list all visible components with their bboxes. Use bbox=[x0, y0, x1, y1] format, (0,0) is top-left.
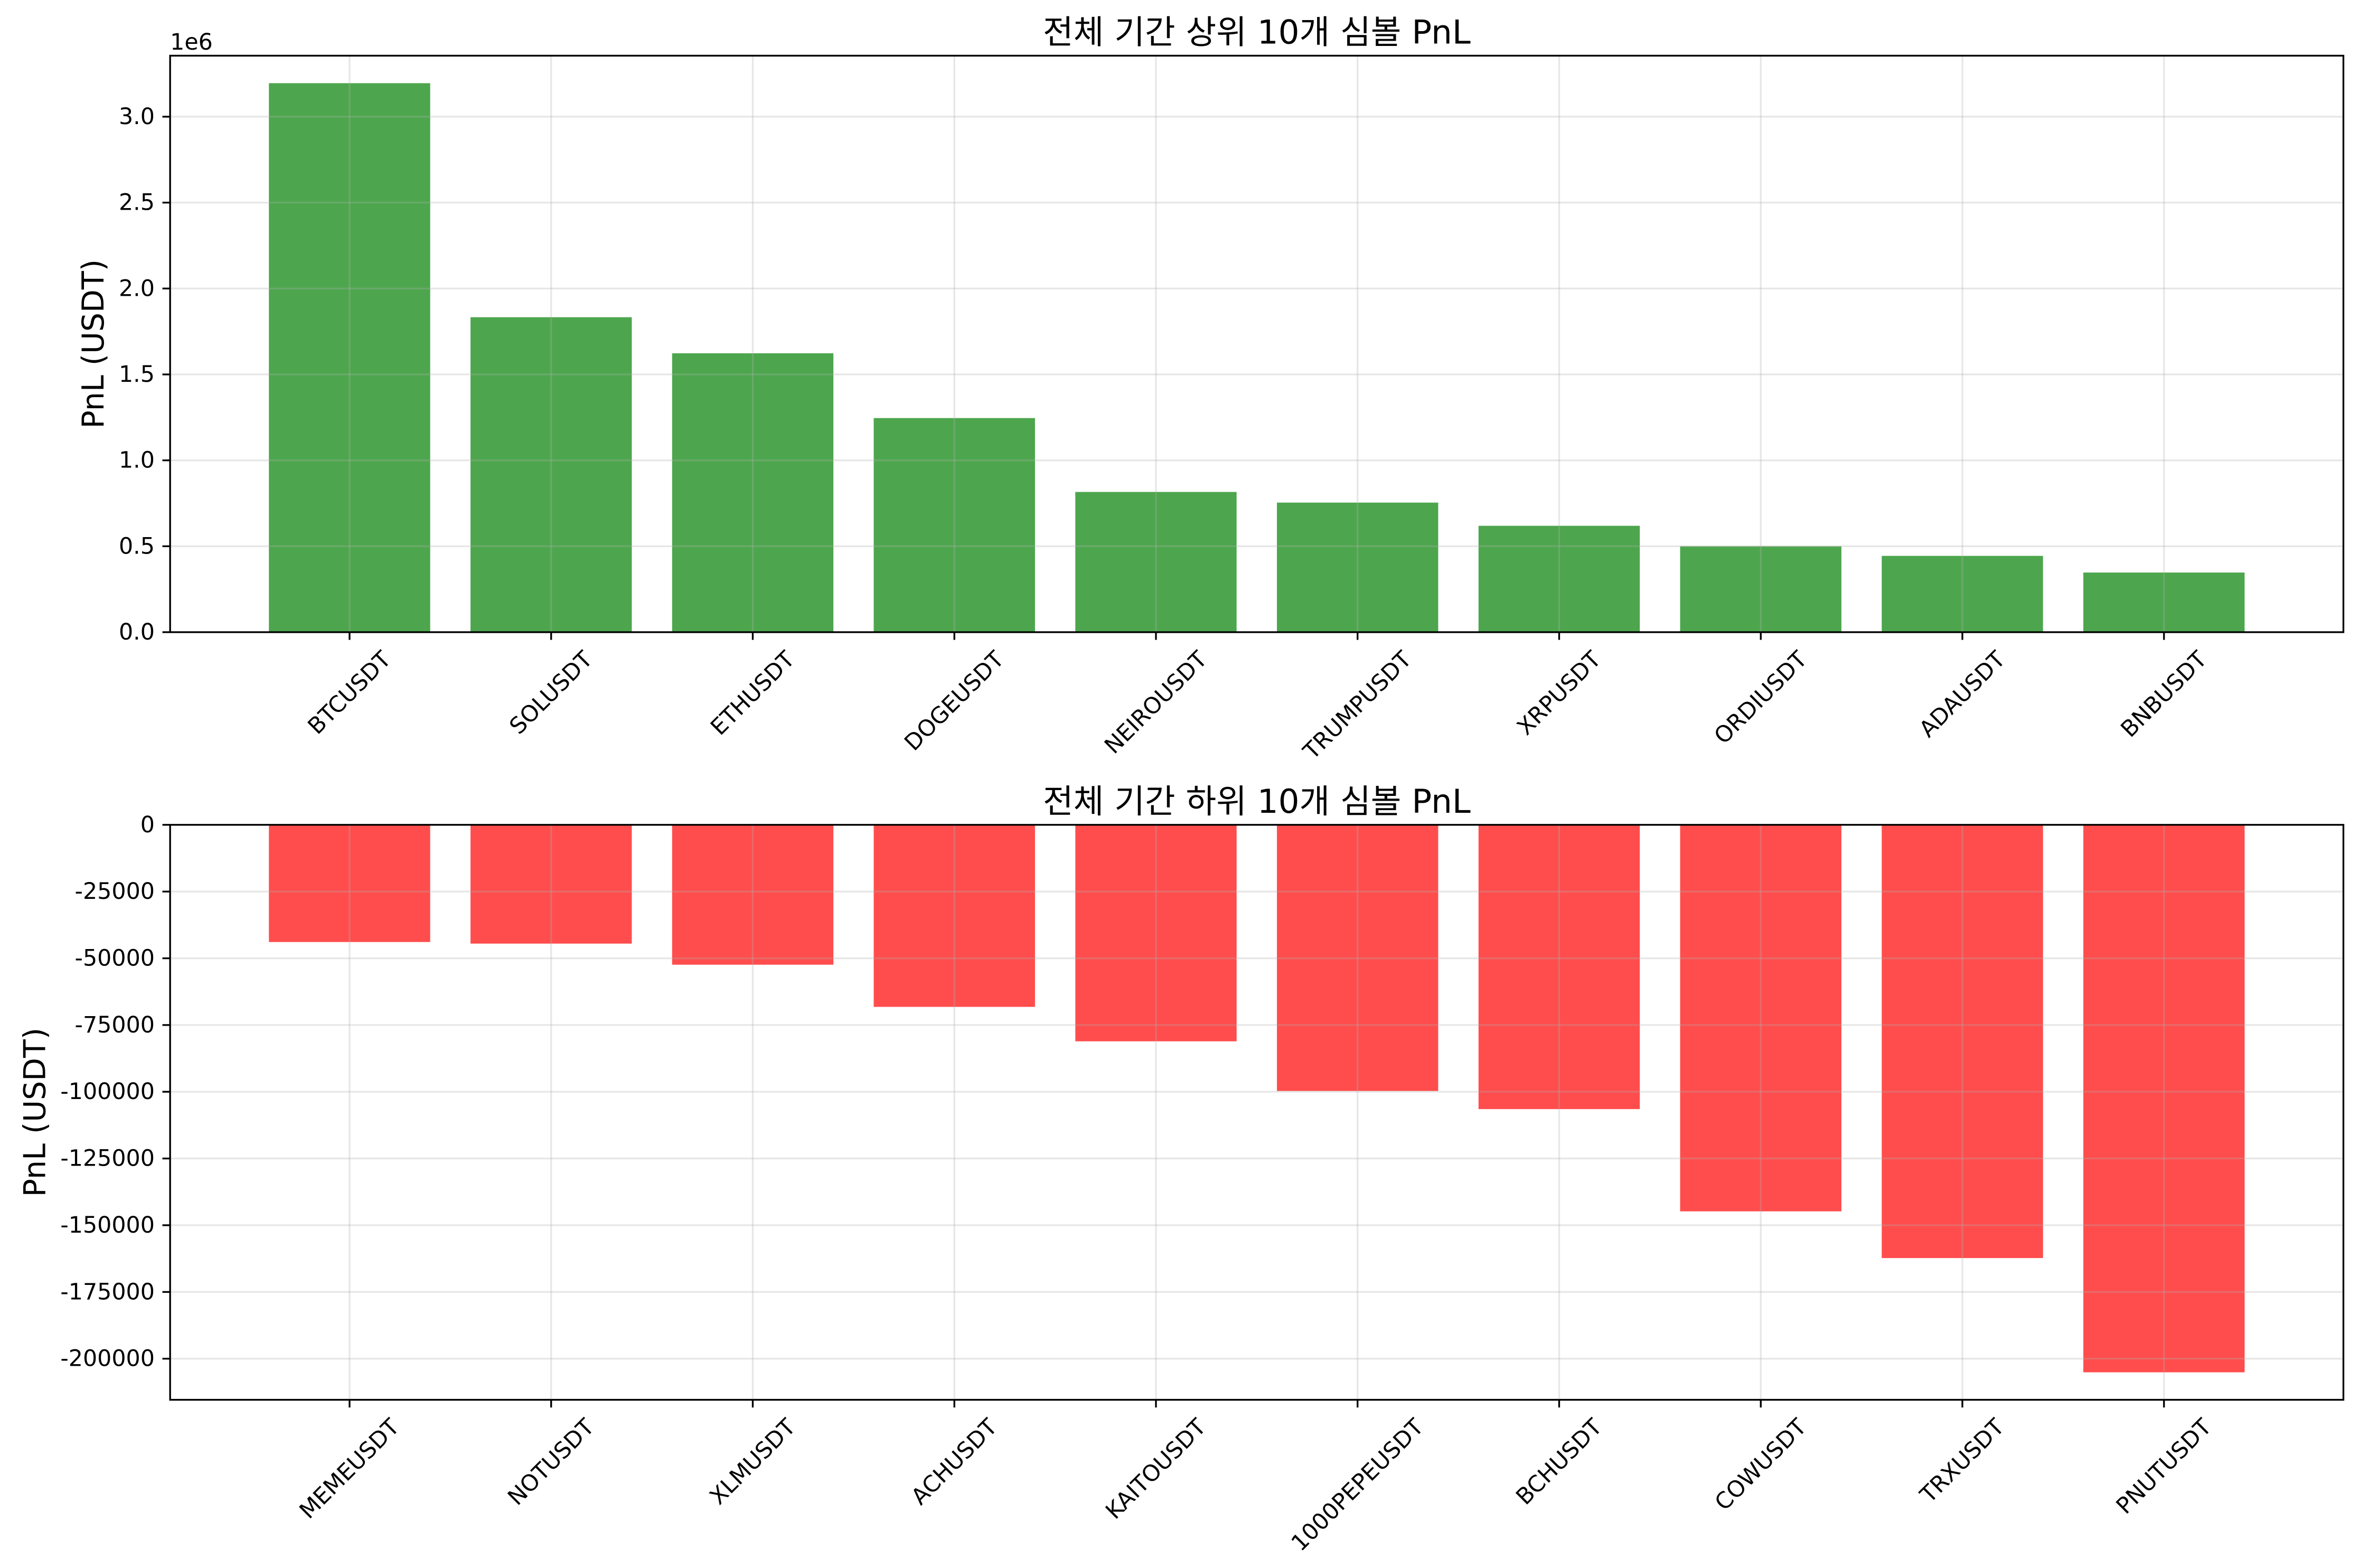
y-tick-label: 0.5 bbox=[119, 533, 155, 559]
bar-ordiusdt bbox=[1680, 546, 1841, 633]
bottom-chart-bars bbox=[269, 824, 2245, 1373]
y-tick-label: 2.5 bbox=[119, 190, 155, 216]
bar-1000pepeusdt bbox=[1277, 824, 1438, 1091]
bar-pnutusdt bbox=[2083, 824, 2245, 1373]
bottom-chart-grid bbox=[170, 824, 2344, 1400]
y-tick-label: 0.0 bbox=[119, 619, 155, 645]
y-tick-label: -25000 bbox=[75, 878, 155, 905]
y-tick-label: -175000 bbox=[60, 1279, 155, 1305]
y-tick-label: -200000 bbox=[60, 1346, 155, 1372]
bar-trxusdt bbox=[1882, 824, 2043, 1259]
y-tick-label: -50000 bbox=[75, 945, 155, 972]
bar-trumpusdt bbox=[1277, 502, 1438, 633]
y-tick-label: 0 bbox=[140, 812, 155, 838]
bar-xlmusdt bbox=[672, 824, 834, 965]
y-tick-label: 1.5 bbox=[119, 361, 155, 388]
top-chart-tick-marks bbox=[162, 116, 2165, 640]
bar-kaitousdt bbox=[1075, 824, 1237, 1041]
bar-bchusdt bbox=[1478, 824, 1640, 1110]
bar-bnbusdt bbox=[2083, 572, 2245, 633]
bar-neirousdt bbox=[1075, 492, 1237, 633]
top-chart-bars bbox=[269, 83, 2245, 633]
y-tick-label: -100000 bbox=[60, 1078, 155, 1105]
y-tick-label: 1.0 bbox=[119, 447, 155, 474]
y-tick-label: -125000 bbox=[60, 1146, 155, 1172]
top-chart-axes-frame bbox=[169, 54, 2345, 633]
bar-dogeusdt bbox=[873, 418, 1035, 633]
top-chart-y-tick-labels: 0.0 0.5 1.0 1.5 2.0 2.5 3.0 bbox=[119, 104, 155, 645]
bar-ethusdt bbox=[672, 353, 834, 633]
y-tick-label: -75000 bbox=[75, 1012, 155, 1038]
bottom-chart-axes-frame bbox=[169, 824, 2345, 1401]
bar-memeusdt bbox=[269, 824, 430, 942]
top-chart-y-axis-label: PnL (USDT) bbox=[76, 259, 111, 428]
top-chart-y-offset-text: 1e6 bbox=[170, 29, 213, 55]
bottom-chart-title: 전체 기간 하위 10개 심볼 PnL bbox=[1043, 782, 1471, 821]
bar-notusdt bbox=[470, 824, 632, 944]
bottom-chart-y-axis-label: PnL (USDT) bbox=[17, 1028, 52, 1197]
bottom-chart-y-tick-labels: 0 -25000 -50000 -75000 -100000 -125000 -150000… bbox=[60, 812, 155, 1372]
bar-solusdt bbox=[470, 317, 632, 633]
y-tick-label: 3.0 bbox=[119, 104, 155, 130]
bar-btcusdt bbox=[269, 83, 430, 633]
bottom-chart-tick-marks bbox=[162, 824, 2165, 1408]
bar-achusdt bbox=[873, 824, 1035, 1007]
y-tick-label: -150000 bbox=[60, 1212, 155, 1238]
bar-adausdt bbox=[1882, 556, 2043, 633]
bar-cowusdt bbox=[1680, 824, 1841, 1212]
bar-xrpusdt bbox=[1478, 525, 1640, 633]
top-chart-title: 전체 기간 상위 10개 심볼 PnL bbox=[1043, 13, 1471, 52]
y-tick-label: 2.0 bbox=[119, 275, 155, 302]
